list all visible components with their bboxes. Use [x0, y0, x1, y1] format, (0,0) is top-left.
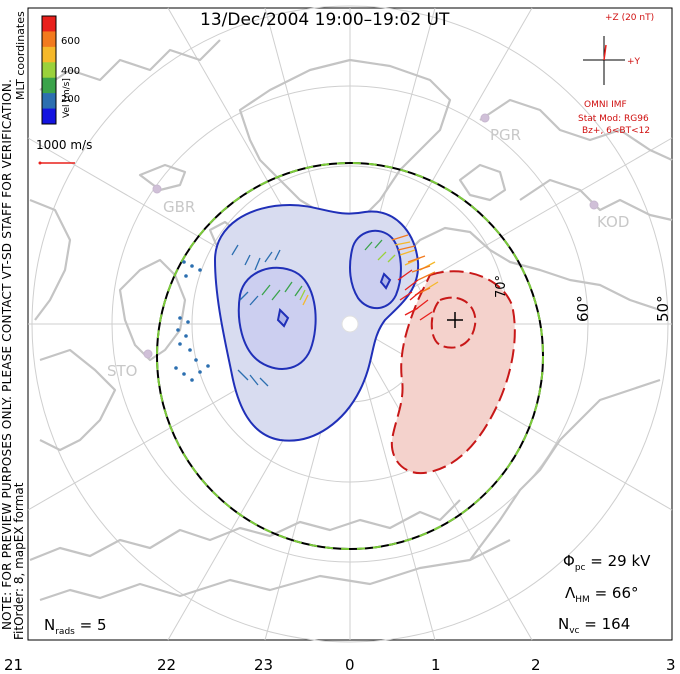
coast-baffin: [39, 39, 221, 91]
station-label-kod: KOD: [597, 213, 630, 231]
colorbar-tick-200: 200: [61, 94, 81, 105]
imf-model-label: Stat Mod: RG96: [578, 114, 649, 124]
imf-y-label: +Y: [627, 57, 641, 67]
stat-lambda-hm: ΛHM = 66°: [565, 584, 639, 605]
coast-europe: [39, 348, 117, 452]
coast-alaska: [469, 378, 661, 561]
colorbar-label: Vel [m/s]: [62, 78, 72, 118]
fit-order-note: FitOrder: 8, mapEX format: [12, 482, 26, 640]
colorbar: [41, 15, 57, 125]
scale-label: 1000 m/s: [36, 138, 93, 152]
scale-arrow: [38, 161, 75, 165]
stat-phi-sub: pc: [574, 563, 586, 573]
colorbar-swatch: [42, 31, 56, 48]
lat-label-60: 60°: [574, 295, 592, 322]
mlt-tick-3: 3: [666, 656, 676, 674]
colorbar-swatch: [42, 16, 56, 32]
stat-nvc-symbol: N: [558, 615, 570, 633]
velocity-dots: [174, 260, 210, 382]
coast-arctic-islands: [479, 98, 673, 162]
stat-nvc: Nvc = 164: [558, 615, 630, 636]
lat-label-70: 70°: [494, 274, 509, 298]
imf-condition-label: Bz+, 6<BT<12: [582, 126, 651, 136]
station-label-sto: STO: [107, 362, 138, 380]
dusk-cell-inner: [276, 307, 290, 328]
coord-label: MLT coordinates: [14, 11, 27, 100]
stat-nrads-value: = 5: [74, 616, 107, 634]
dusk-cell: [213, 203, 420, 442]
stat-nvc-value: = 164: [579, 615, 631, 633]
stat-nrads-sub: rads: [55, 627, 75, 637]
dawn-cell-outer: [390, 270, 516, 475]
station-label-gbr: GBR: [163, 198, 196, 216]
stat-nrads-symbol: N: [44, 616, 56, 634]
dawn-cell: [390, 270, 516, 475]
imf-z-label: +Z (20 nT): [605, 13, 655, 23]
stat-phi-symbol: Φ: [563, 552, 575, 570]
stat-nrads: Nrads = 5: [44, 616, 107, 637]
station-marker-sto: [143, 349, 153, 359]
mlt-tick-2: 2: [531, 656, 541, 674]
dusk-cell-mid-2: [349, 229, 402, 310]
stat-lambda-value: = 66°: [589, 584, 639, 602]
colorbar-swatch: [42, 93, 56, 110]
imf-omni-label: OMNI IMF: [584, 100, 627, 110]
dawn-cell-inner: [430, 296, 477, 349]
mlt-tick-21: 21: [4, 656, 24, 674]
coast-scandinavia: [118, 258, 187, 362]
coast-siberia: [39, 539, 511, 602]
lat-label-50: 50°: [654, 295, 672, 322]
station-marker-kod: [589, 200, 599, 210]
station-marker-pgr: [480, 113, 490, 123]
colorbar-swatch: [42, 108, 56, 125]
station-markers: [143, 113, 599, 359]
mlt-tick-1: 1: [431, 656, 441, 674]
stat-nvc-sub: vc: [569, 626, 580, 636]
coast-north-asia: [29, 499, 461, 562]
hm-boundary: [156, 162, 544, 550]
colorbar-tick-400: 400: [61, 66, 81, 77]
coast-north-canada-islands: [458, 163, 507, 202]
map-title: 13/Dec/2004 19:00–19:02 UT: [200, 10, 450, 30]
colorbar-swatch: [42, 62, 56, 79]
pole-marker: [341, 315, 359, 333]
velocity-vectors: [231, 234, 439, 387]
mlt-tick-22: 22: [157, 656, 177, 674]
colorbar-tick-600: 600: [61, 36, 81, 47]
stat-lambda-symbol: Λ: [565, 584, 576, 602]
station-marker-gbr: [152, 184, 162, 194]
coast-canada-north: [399, 226, 661, 312]
colorbar-border: [41, 15, 57, 125]
station-label-pgr: PGR: [490, 126, 522, 144]
coast-hudson: [519, 178, 673, 222]
colorbar-swatch: [42, 46, 56, 63]
stat-phi-pc: Φpc = 29 kV: [563, 552, 650, 573]
mlt-tick-23: 23: [254, 656, 274, 674]
imf-clock: [583, 36, 625, 85]
coast-west: [29, 198, 72, 321]
mlt-tick-0: 0: [345, 656, 355, 674]
colorbar-swatch: [42, 77, 56, 94]
stat-lambda-sub: HM: [575, 595, 590, 605]
stat-phi-value: = 29 kV: [585, 552, 651, 570]
coastlines: [29, 39, 673, 602]
